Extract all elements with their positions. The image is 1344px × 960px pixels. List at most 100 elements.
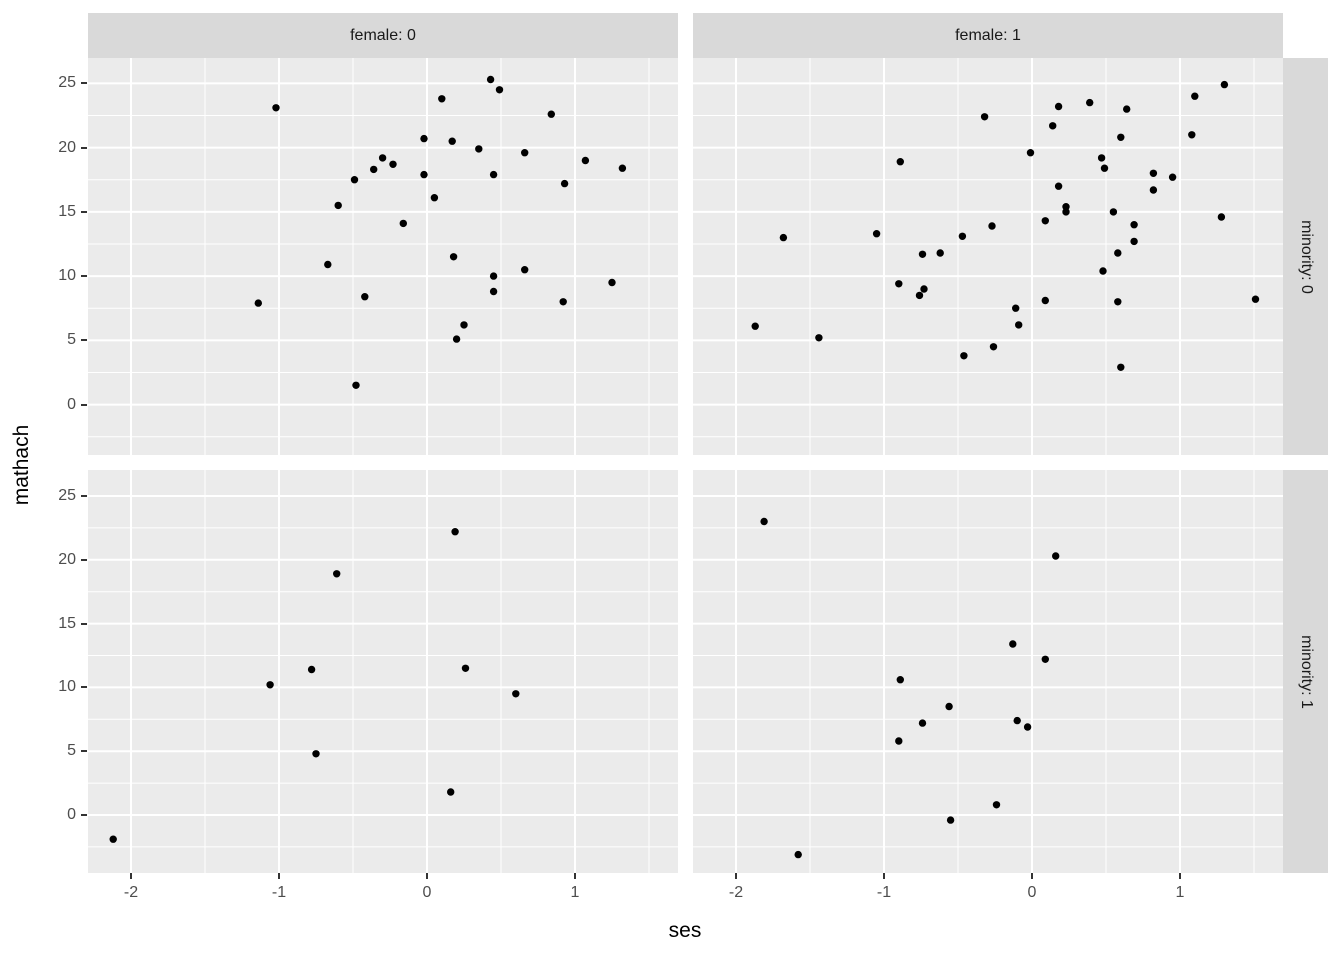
y-axis-title: mathach (10, 424, 33, 506)
x-tick-label: -1 (271, 884, 287, 901)
data-point (486, 75, 495, 84)
x-tick-mark (130, 873, 132, 879)
data-point (1052, 552, 1060, 560)
data-point (361, 293, 369, 301)
data-point (489, 170, 498, 179)
data-point (272, 104, 280, 112)
data-point (352, 381, 360, 389)
y-tick-mark (81, 82, 87, 85)
data-point (992, 801, 1001, 809)
data-point (920, 285, 928, 293)
panel-plot-area (693, 58, 1283, 455)
data-point (1009, 640, 1017, 648)
y-tick-mark (81, 686, 87, 689)
data-point (1114, 298, 1122, 306)
data-point (420, 170, 428, 179)
data-point (1149, 169, 1158, 177)
y-tick-mark (81, 558, 87, 561)
facet-strip-label: minority: 0 (1297, 219, 1315, 294)
x-tick-label: 0 (1027, 884, 1037, 901)
data-point (1130, 221, 1138, 229)
panel-female0-minority1 (88, 470, 678, 873)
panel-female1-minority1 (693, 470, 1283, 873)
data-point (1062, 203, 1070, 211)
x-axis-title: ses (668, 919, 702, 942)
data-point (521, 149, 529, 157)
data-point (872, 230, 881, 238)
x-tick-mark (1031, 873, 1033, 879)
data-point (1013, 716, 1021, 725)
data-point (958, 232, 967, 240)
facet-strip-label: minority: 1 (1297, 634, 1315, 709)
y-tick-mark (81, 622, 87, 625)
data-point (460, 321, 468, 329)
data-point (945, 702, 953, 711)
data-point (988, 222, 996, 230)
x-tick-label: 1 (570, 884, 580, 901)
data-point (451, 528, 459, 536)
data-point (581, 156, 590, 165)
y-tick-mark (81, 495, 87, 497)
data-point (449, 253, 458, 261)
data-point (1099, 267, 1107, 275)
data-point (1217, 213, 1226, 221)
data-point (1012, 304, 1020, 312)
data-point (989, 343, 998, 351)
data-point (1191, 92, 1199, 100)
data-point (980, 113, 989, 121)
y-tick-label: 5 (67, 742, 76, 760)
data-point (266, 681, 274, 689)
data-point (751, 322, 759, 330)
data-point (1041, 217, 1049, 225)
data-point (389, 160, 397, 168)
data-point (333, 570, 341, 578)
data-point (1251, 295, 1260, 303)
data-point (1220, 80, 1229, 89)
facet-strip-minority-1: minority: 1 (1283, 470, 1328, 873)
data-point (452, 335, 461, 343)
data-point (618, 164, 627, 172)
data-point (254, 299, 262, 307)
data-point (946, 816, 955, 824)
data-point (1117, 133, 1125, 141)
x-tick-label: -2 (123, 884, 139, 901)
data-point (915, 291, 924, 300)
data-point (512, 690, 520, 698)
panel-plot-area (693, 470, 1283, 873)
data-point (109, 835, 117, 843)
data-point (547, 110, 555, 118)
y-tick-mark (81, 146, 87, 149)
data-point (1100, 164, 1109, 172)
data-point (559, 298, 567, 306)
data-point (489, 272, 498, 280)
y-tick-label: 25 (58, 487, 76, 504)
y-tick-label: 15 (58, 202, 76, 220)
data-point (608, 278, 616, 287)
y-tick-label: 25 (58, 74, 76, 92)
data-point (438, 95, 446, 103)
data-point (521, 266, 529, 274)
data-point (1149, 186, 1158, 194)
y-tick-label: 15 (58, 614, 76, 632)
data-point (1023, 723, 1032, 731)
facet-strip-female-1: female: 1 (693, 13, 1283, 58)
panel-plot-area (88, 470, 678, 873)
data-point (896, 158, 904, 166)
y-tick-mark (81, 750, 87, 753)
data-point (1130, 237, 1138, 246)
y-tick-label: 0 (67, 806, 76, 823)
data-point (815, 334, 823, 342)
data-point (399, 219, 407, 228)
y-tick-label: 5 (67, 331, 76, 349)
data-point (1086, 98, 1094, 107)
data-point (495, 86, 504, 94)
data-point (1062, 208, 1070, 216)
data-point (895, 737, 903, 745)
y-tick-mark (81, 339, 87, 342)
y-tick-label: 20 (58, 138, 76, 156)
data-point (475, 145, 483, 153)
data-point (1114, 249, 1122, 257)
data-point (1109, 208, 1118, 216)
data-point (918, 250, 927, 258)
